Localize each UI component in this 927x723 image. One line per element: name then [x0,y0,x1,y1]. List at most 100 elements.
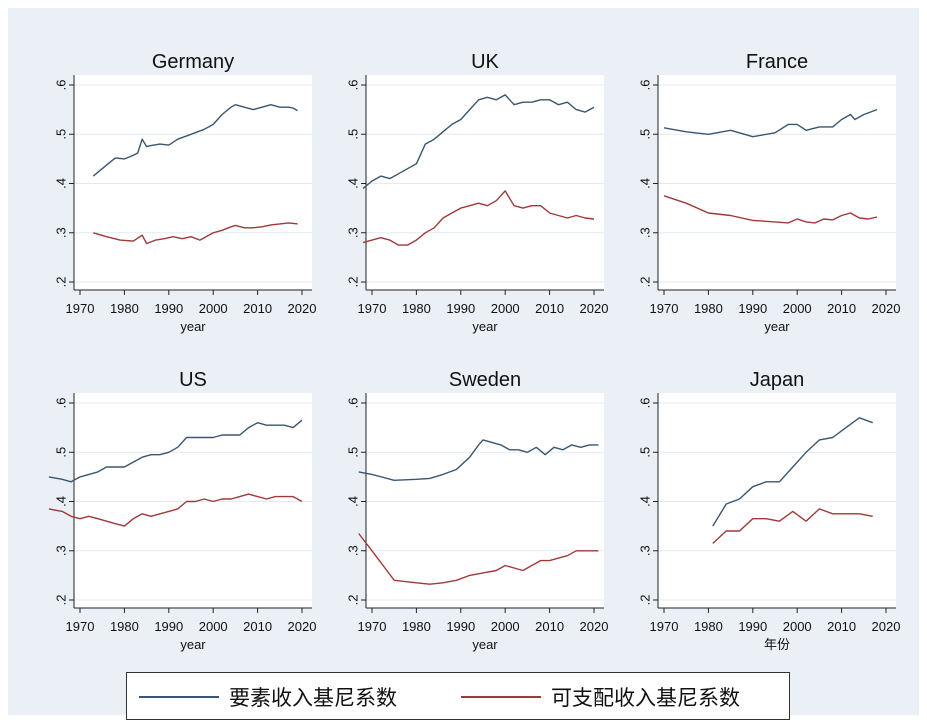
x-axis-label: 年份 [764,637,790,652]
legend: 要素收入基尼系数 可支配收入基尼系数 [126,672,790,720]
y-tick-label: .6 [345,80,360,91]
x-tick-label: 1970 [358,301,387,316]
x-tick-label: 2010 [243,301,272,316]
legend-disposable-line [461,696,541,698]
y-tick-label: .2 [637,595,652,606]
y-tick-label: .3 [53,545,68,556]
figure-background: .2 .3 .4 .5 .6 1970 1980 1990 2000 2010 2020 German… [8,8,919,720]
y-tick-label: .6 [637,398,652,409]
y-tick-label: .4 [53,178,68,189]
y-tick-label: .6 [345,398,360,409]
x-tick-label: 1970 [66,619,95,634]
chart-grid: .2 .3 .4 .5 .6 1970 1980 1990 2000 2010 2020 German… [48,51,900,652]
y-tick-label: .3 [345,545,360,556]
y-tick-label: .6 [53,398,68,409]
panel-title: UK [471,51,499,73]
series-line-disposable [663,195,878,224]
x-tick-label: 1980 [694,301,723,316]
x-tick-label: 2010 [827,619,856,634]
panel-us: .2 .3 .4 .5 .6 1970 1980 1990 2000 2010 2020 US year [48,369,317,652]
y-tick-label: .5 [637,129,652,140]
series-line-disposable [358,533,599,585]
y-tick-label: .6 [637,80,652,91]
panel-title: US [179,369,207,391]
x-tick-label: 2010 [535,301,564,316]
legend-factor-label: 要素收入基尼系数 [229,686,397,710]
plot-area [74,75,312,290]
panel-title: France [746,51,808,73]
series-line-factor [712,417,873,527]
series-line-disposable [362,190,595,246]
y-tick-label: .3 [637,545,652,556]
x-tick-label: 2000 [199,619,228,634]
plot-area [366,75,604,290]
x-axis-label: year [764,319,790,334]
series-line-disposable [48,493,303,527]
panel-sweden: .2 .3 .4 .5 .6 1970 1980 1990 2000 2010 2020 Sweden… [345,369,608,652]
panel-uk: .2 .3 .4 .5 .6 1970 1980 1990 2000 2010 2020 UK year [345,51,608,334]
x-tick-label: 2020 [580,619,609,634]
x-tick-label: 1990 [154,301,183,316]
y-tick-label: .5 [345,129,360,140]
x-tick-label: 2010 [827,301,856,316]
x-axis-label: year [180,319,206,334]
y-tick-label: .3 [637,227,652,238]
x-tick-label: 2000 [491,619,520,634]
x-tick-label: 1990 [738,619,767,634]
legend-disposable-label: 可支配收入基尼系数 [551,686,740,710]
y-tick-label: .3 [53,227,68,238]
x-tick-label: 1980 [110,301,139,316]
panel-title: Sweden [449,369,521,391]
x-tick-label: 2020 [872,301,901,316]
y-tick-label: .3 [345,227,360,238]
x-tick-label: 2020 [580,301,609,316]
x-tick-label: 1970 [650,619,679,634]
x-tick-label: 2000 [783,619,812,634]
series-line-disposable [712,508,873,544]
y-tick-label: .2 [53,277,68,288]
y-tick-label: .5 [345,447,360,458]
y-tick-label: .6 [53,80,68,91]
x-tick-label: 2010 [243,619,272,634]
series-line-disposable [93,222,298,245]
x-tick-label: 1980 [402,619,431,634]
x-tick-label: 1970 [650,301,679,316]
y-tick-label: .2 [637,277,652,288]
y-tick-label: .4 [637,178,652,189]
x-tick-label: 2000 [199,301,228,316]
x-tick-label: 1990 [738,301,767,316]
y-tick-label: .4 [345,178,360,189]
y-tick-label: .5 [637,447,652,458]
y-tick-label: .4 [53,496,68,507]
x-tick-label: 1970 [358,619,387,634]
x-tick-label: 1990 [446,619,475,634]
y-tick-label: .2 [53,595,68,606]
series-line-factor [663,108,878,138]
panel-title: Japan [750,369,805,391]
x-tick-label: 1990 [154,619,183,634]
panel-germany: .2 .3 .4 .5 .6 1970 1980 1990 2000 2010 2020 German… [53,51,316,334]
legend-factor-line [139,696,219,698]
series-line-factor [362,94,595,189]
panel-title: Germany [152,51,234,73]
y-tick-label: .2 [345,595,360,606]
series-line-factor [358,439,599,481]
x-axis-label: year [180,637,206,652]
series-line-factor [92,103,298,177]
y-tick-label: .4 [345,496,360,507]
x-axis-label: year [472,319,498,334]
x-axis-label: year [472,637,498,652]
y-tick-label: .4 [637,496,652,507]
x-tick-label: 1980 [694,619,723,634]
plot-area [74,393,312,608]
x-tick-label: 2020 [288,301,317,316]
x-tick-label: 2000 [491,301,520,316]
x-tick-label: 2000 [783,301,812,316]
plot-area [658,393,896,608]
y-tick-label: .5 [53,447,68,458]
panel-france: .2 .3 .4 .5 .6 1970 1980 1990 2000 2010 2020 France… [637,51,900,334]
panel-japan: .2 .3 .4 .5 .6 1970 1980 1990 2000 2010 2020 Japan 年… [637,369,900,652]
y-tick-label: .2 [345,277,360,288]
x-tick-label: 2010 [535,619,564,634]
x-tick-label: 2020 [288,619,317,634]
